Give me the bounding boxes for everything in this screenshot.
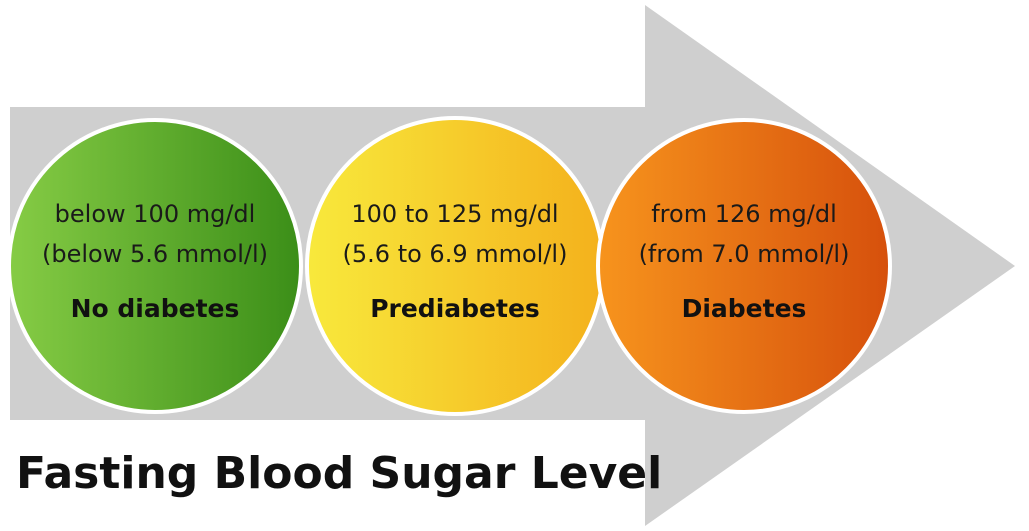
node: from 126 mg/dl (from 7.0 mmol/l) Diabete… <box>596 118 892 414</box>
node: below 100 mg/dl (below 5.6 mmol/l) No di… <box>7 118 303 414</box>
node: 100 to 125 mg/dl (5.6 to 6.9 mmol/l) Pre… <box>305 116 605 416</box>
range-mmol: (5.6 to 6.9 mmol/l) <box>343 240 568 268</box>
node-label: No diabetes <box>71 294 240 323</box>
node-label: Prediabetes <box>370 294 540 323</box>
title: Fasting Blood Sugar Level <box>16 448 662 499</box>
range-mmol: (from 7.0 mmol/l) <box>639 240 850 268</box>
range-mg: 100 to 125 mg/dl <box>351 200 558 228</box>
range-mg: below 100 mg/dl <box>55 200 256 228</box>
range-mmol: (below 5.6 mmol/l) <box>42 240 268 268</box>
circle <box>596 118 892 414</box>
circle <box>7 118 303 414</box>
node-label: Diabetes <box>682 294 807 323</box>
range-mg: from 126 mg/dl <box>651 200 837 228</box>
